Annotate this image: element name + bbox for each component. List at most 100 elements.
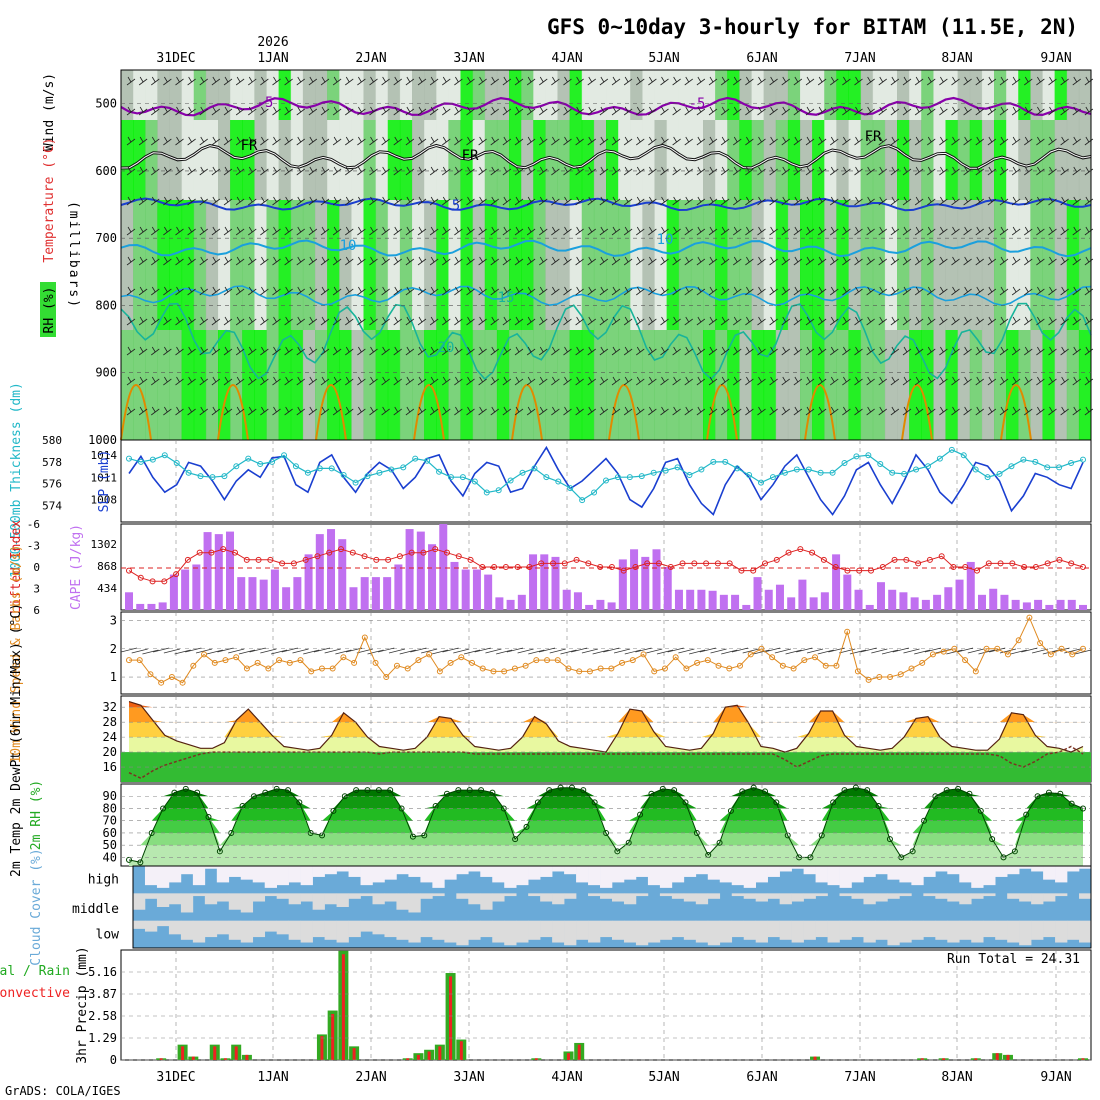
wind-barb — [708, 106, 718, 116]
wind-barb — [260, 286, 269, 296]
surface-wind-barb — [946, 649, 963, 655]
wind-barb — [575, 76, 584, 86]
wind-barb — [514, 226, 524, 236]
wind-barb — [805, 286, 815, 296]
wind-barb — [987, 316, 997, 326]
cloud-cell — [492, 920, 505, 943]
wind-barb — [1048, 316, 1057, 326]
wind-barb — [696, 256, 706, 266]
wind-barb — [720, 76, 730, 86]
wind-speed-point — [1058, 645, 1065, 652]
cape-bar — [944, 587, 953, 610]
wind-barb — [163, 76, 172, 86]
wind-barb — [745, 256, 754, 266]
rh-cell — [642, 120, 655, 200]
precip-convective-bar — [449, 976, 453, 1060]
wind-barb — [320, 196, 330, 206]
wind-barb — [696, 196, 706, 206]
wind-barb — [151, 136, 160, 146]
rh-tick-label: 50 — [103, 838, 117, 852]
wind-barb — [599, 406, 609, 416]
wind-barb — [902, 286, 912, 296]
surface-wind-barb — [346, 647, 363, 653]
cloud-cell — [156, 893, 170, 907]
wind-barb — [369, 136, 378, 146]
wind-barb — [126, 226, 136, 236]
wind-barb — [987, 76, 997, 86]
rh-cell — [921, 70, 934, 120]
cape-bar — [888, 589, 897, 610]
rh-label-swatch — [40, 282, 56, 337]
wind-barb — [526, 376, 536, 386]
wind-speed-point — [619, 659, 626, 666]
wind-barb — [830, 346, 839, 356]
cloud-cell — [1055, 866, 1068, 883]
wind-barb — [745, 346, 754, 356]
cloud-cell — [635, 920, 649, 946]
rh-cell — [278, 70, 292, 120]
wind-barb — [235, 106, 245, 116]
wind-barb — [284, 166, 293, 176]
cape-bar — [742, 604, 751, 610]
wind-barb — [1060, 316, 1069, 326]
wind-barb — [1036, 256, 1045, 266]
cape-bar — [394, 564, 403, 610]
wind-barb — [478, 286, 487, 296]
wind-barb — [417, 136, 427, 146]
wind-barb — [284, 406, 293, 416]
thickness-point — [948, 446, 955, 453]
temp-tick-label: 24 — [103, 730, 117, 744]
wind-barb — [575, 376, 584, 386]
wind-barb — [587, 226, 596, 236]
wind-barb — [526, 196, 536, 206]
surface-wind-barb — [131, 648, 148, 654]
wind-barb — [660, 286, 669, 296]
surface-wind-barb — [238, 649, 255, 655]
wind-barb — [417, 346, 427, 356]
wind-barb — [199, 286, 208, 296]
wind-barb — [381, 106, 390, 116]
cloud-cell — [659, 893, 673, 897]
wind-barb — [357, 256, 366, 266]
wind-barb — [1024, 286, 1033, 296]
isotherm-label: 10 — [657, 232, 674, 248]
cloud-cell — [336, 920, 349, 943]
thickness-point — [841, 459, 848, 466]
wind-barb — [539, 226, 548, 236]
wind-barb — [405, 406, 415, 416]
wind-barb — [417, 316, 427, 326]
rh-cell — [315, 70, 328, 120]
precip-convective-bar — [320, 1036, 324, 1060]
top-date-label: 8JAN — [941, 51, 972, 66]
wind-barb — [660, 226, 669, 236]
wind-barb — [951, 346, 960, 356]
wind-barb — [648, 106, 657, 116]
bottom-date-label: 6JAN — [746, 1070, 777, 1085]
wind-barb — [490, 136, 499, 146]
rh-point — [262, 789, 269, 796]
slp-tick-label: 1011 — [91, 471, 118, 484]
wind-barb — [708, 226, 718, 236]
wind-barb — [551, 346, 560, 356]
cloud-cell — [683, 920, 697, 940]
cloud-cell — [635, 866, 649, 877]
wind-barb — [817, 76, 827, 86]
wind-barb — [987, 106, 997, 116]
cape-bar — [192, 564, 201, 610]
wind-barb — [793, 406, 803, 416]
wind-barb — [332, 76, 342, 86]
wind-barb — [733, 196, 742, 206]
lifted-index-point — [467, 556, 474, 563]
wind-barb — [987, 166, 997, 176]
lifted-index-point — [974, 567, 980, 574]
cloud-cell — [264, 893, 277, 897]
cloud-cell — [576, 920, 589, 940]
wind-barb — [138, 166, 148, 176]
wind-barb — [296, 346, 305, 356]
lifted-index-point — [879, 564, 886, 570]
cloud-cell — [480, 920, 493, 938]
surface-wind-barb — [517, 648, 534, 654]
cloud-cell — [516, 866, 529, 886]
wind-barb — [345, 346, 354, 356]
cloud-cell — [133, 920, 146, 929]
